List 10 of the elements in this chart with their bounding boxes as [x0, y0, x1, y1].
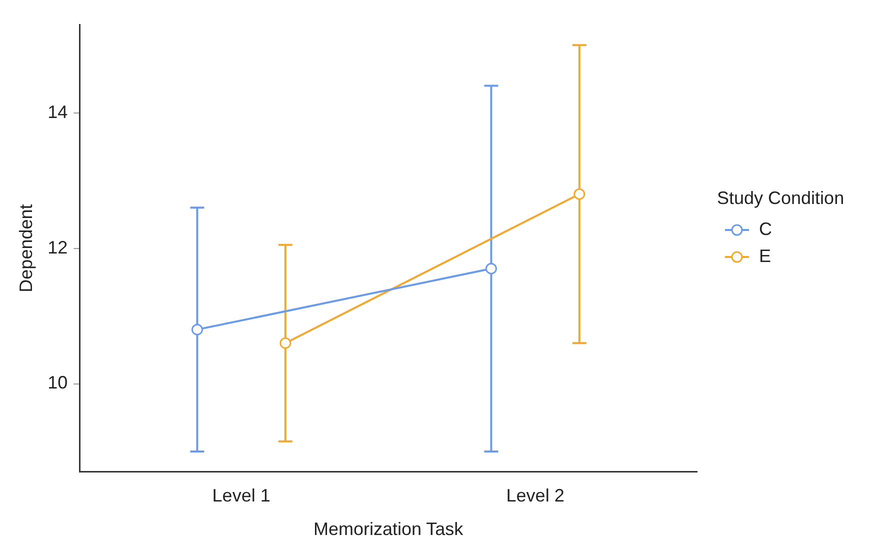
- y-axis-title: Dependent: [16, 204, 36, 292]
- x-tick-label: Level 2: [506, 486, 564, 506]
- legend-title: Study Condition: [717, 188, 846, 209]
- x-tick-label: Level 1: [212, 486, 270, 506]
- legend-label: E: [759, 246, 772, 267]
- y-tick-label: 12: [48, 237, 68, 258]
- y-tick-label: 14: [48, 102, 68, 122]
- x-axis-title: Memorization Task: [313, 519, 464, 540]
- legend-label: C: [759, 219, 772, 240]
- y-tick-label: 10: [48, 372, 68, 393]
